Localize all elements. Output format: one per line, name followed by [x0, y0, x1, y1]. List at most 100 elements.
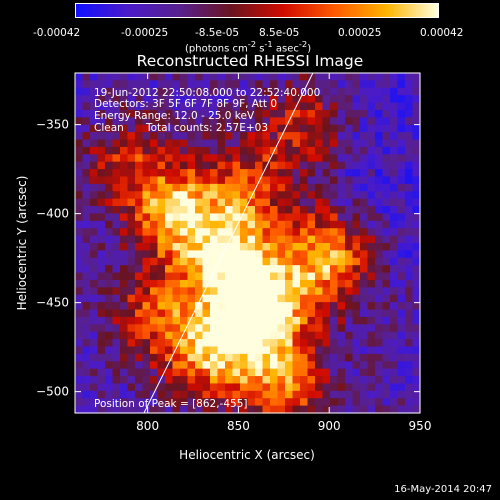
heatmap-cell	[187, 376, 196, 385]
heatmap-cell	[127, 361, 136, 370]
heatmap-cell	[165, 346, 174, 355]
heatmap-cell	[390, 80, 399, 89]
heatmap-cell	[165, 390, 174, 399]
heatmap-cell	[262, 279, 271, 288]
heatmap-cell	[345, 361, 354, 370]
heatmap-cell	[255, 339, 264, 348]
heatmap-cell	[262, 265, 271, 274]
heatmap-cell	[277, 183, 286, 192]
heatmap-cell	[345, 183, 354, 192]
heatmap-cell	[217, 235, 226, 244]
heatmap-cell	[142, 294, 151, 303]
heatmap-cell	[337, 294, 346, 303]
heatmap-cell	[135, 294, 144, 303]
heatmap-cell	[375, 294, 384, 303]
heatmap-cell	[135, 279, 144, 288]
heatmap-cell	[375, 87, 384, 96]
heatmap-cell	[277, 235, 286, 244]
heatmap-cell	[127, 257, 136, 266]
heatmap-cell	[352, 398, 361, 407]
heatmap-cell	[157, 257, 166, 266]
heatmap-cell	[90, 339, 99, 348]
heatmap-cell	[352, 368, 361, 377]
heatmap-cell	[217, 390, 226, 399]
heatmap-cell	[195, 132, 204, 141]
heatmap-cell	[232, 87, 241, 96]
heatmap-cell	[330, 228, 339, 237]
heatmap-cell	[127, 324, 136, 333]
heatmap-cell	[112, 228, 121, 237]
heatmap-cell	[202, 124, 211, 133]
heatmap-cell	[390, 346, 399, 355]
heatmap-cell	[187, 198, 196, 207]
heatmap-cell	[307, 109, 316, 118]
heatmap-cell	[202, 398, 211, 407]
heatmap-cell	[127, 117, 136, 126]
heatmap-cell	[90, 279, 99, 288]
heatmap-cell	[412, 198, 421, 207]
heatmap-cell	[337, 287, 346, 296]
heatmap-cell	[157, 316, 166, 325]
heatmap-cell	[247, 176, 256, 185]
heatmap-cell	[97, 146, 106, 155]
heatmap-cell	[262, 243, 271, 251]
heatmap-cell	[247, 316, 256, 325]
heatmap-cell	[307, 139, 316, 148]
heatmap-cell	[315, 80, 324, 89]
heatmap-cell	[247, 191, 256, 200]
heatmap-cell	[277, 73, 286, 81]
heatmap-cell	[255, 309, 264, 318]
heatmap-cell	[255, 161, 264, 170]
heatmap-cell	[300, 73, 309, 81]
heatmap-cell	[127, 220, 136, 229]
heatmap-cell	[255, 272, 264, 281]
heatmap-cell	[337, 161, 346, 170]
heatmap-cell	[397, 176, 406, 185]
heatmap-cell	[367, 257, 376, 266]
heatmap-cell	[345, 198, 354, 207]
heatmap-cell	[195, 287, 204, 296]
heatmap-cell	[277, 161, 286, 170]
heatmap-cell	[337, 250, 346, 259]
heatmap-cell	[202, 154, 211, 163]
heatmap-cell	[142, 383, 151, 392]
heatmap-cell	[217, 279, 226, 288]
heatmap-cell	[375, 353, 384, 362]
heatmap-cell	[202, 353, 211, 362]
heatmap-cell	[97, 102, 106, 111]
heatmap-cell	[367, 117, 376, 126]
heatmap-cell	[315, 257, 324, 266]
heatmap-cell	[187, 309, 196, 318]
heatmap-cell	[240, 405, 249, 414]
heatmap-cell	[315, 265, 324, 274]
heatmap-cell	[225, 294, 234, 303]
heatmap-cell	[135, 87, 144, 96]
heatmap-cell	[120, 331, 129, 340]
heatmap-cell	[255, 124, 264, 133]
heatmap-cell	[240, 191, 249, 200]
heatmap-cell	[240, 161, 249, 170]
heatmap-cell	[172, 309, 181, 318]
heatmap-cell	[405, 243, 414, 251]
heatmap-cell	[397, 213, 406, 222]
heatmap-cell	[345, 161, 354, 170]
heatmap-cell	[195, 265, 204, 274]
heatmap-cell	[277, 250, 286, 259]
heatmap-cell	[225, 272, 234, 281]
heatmap-cell	[382, 102, 391, 111]
heatmap-cell	[157, 250, 166, 259]
heatmap-cell	[382, 109, 391, 118]
heatmap-cell	[195, 376, 204, 385]
heatmap-cell	[202, 235, 211, 244]
heatmap-cell	[255, 139, 264, 148]
heatmap-cell	[397, 339, 406, 348]
heatmap-cell	[210, 198, 219, 207]
heatmap-cell	[285, 294, 294, 303]
heatmap-cell	[247, 243, 256, 251]
heatmap-cell	[142, 146, 151, 155]
heatmap-cell	[345, 146, 354, 155]
heatmap-cell	[225, 146, 234, 155]
heatmap-cell	[285, 279, 294, 288]
heatmap-cell	[135, 339, 144, 348]
heatmap-cell	[367, 243, 376, 251]
